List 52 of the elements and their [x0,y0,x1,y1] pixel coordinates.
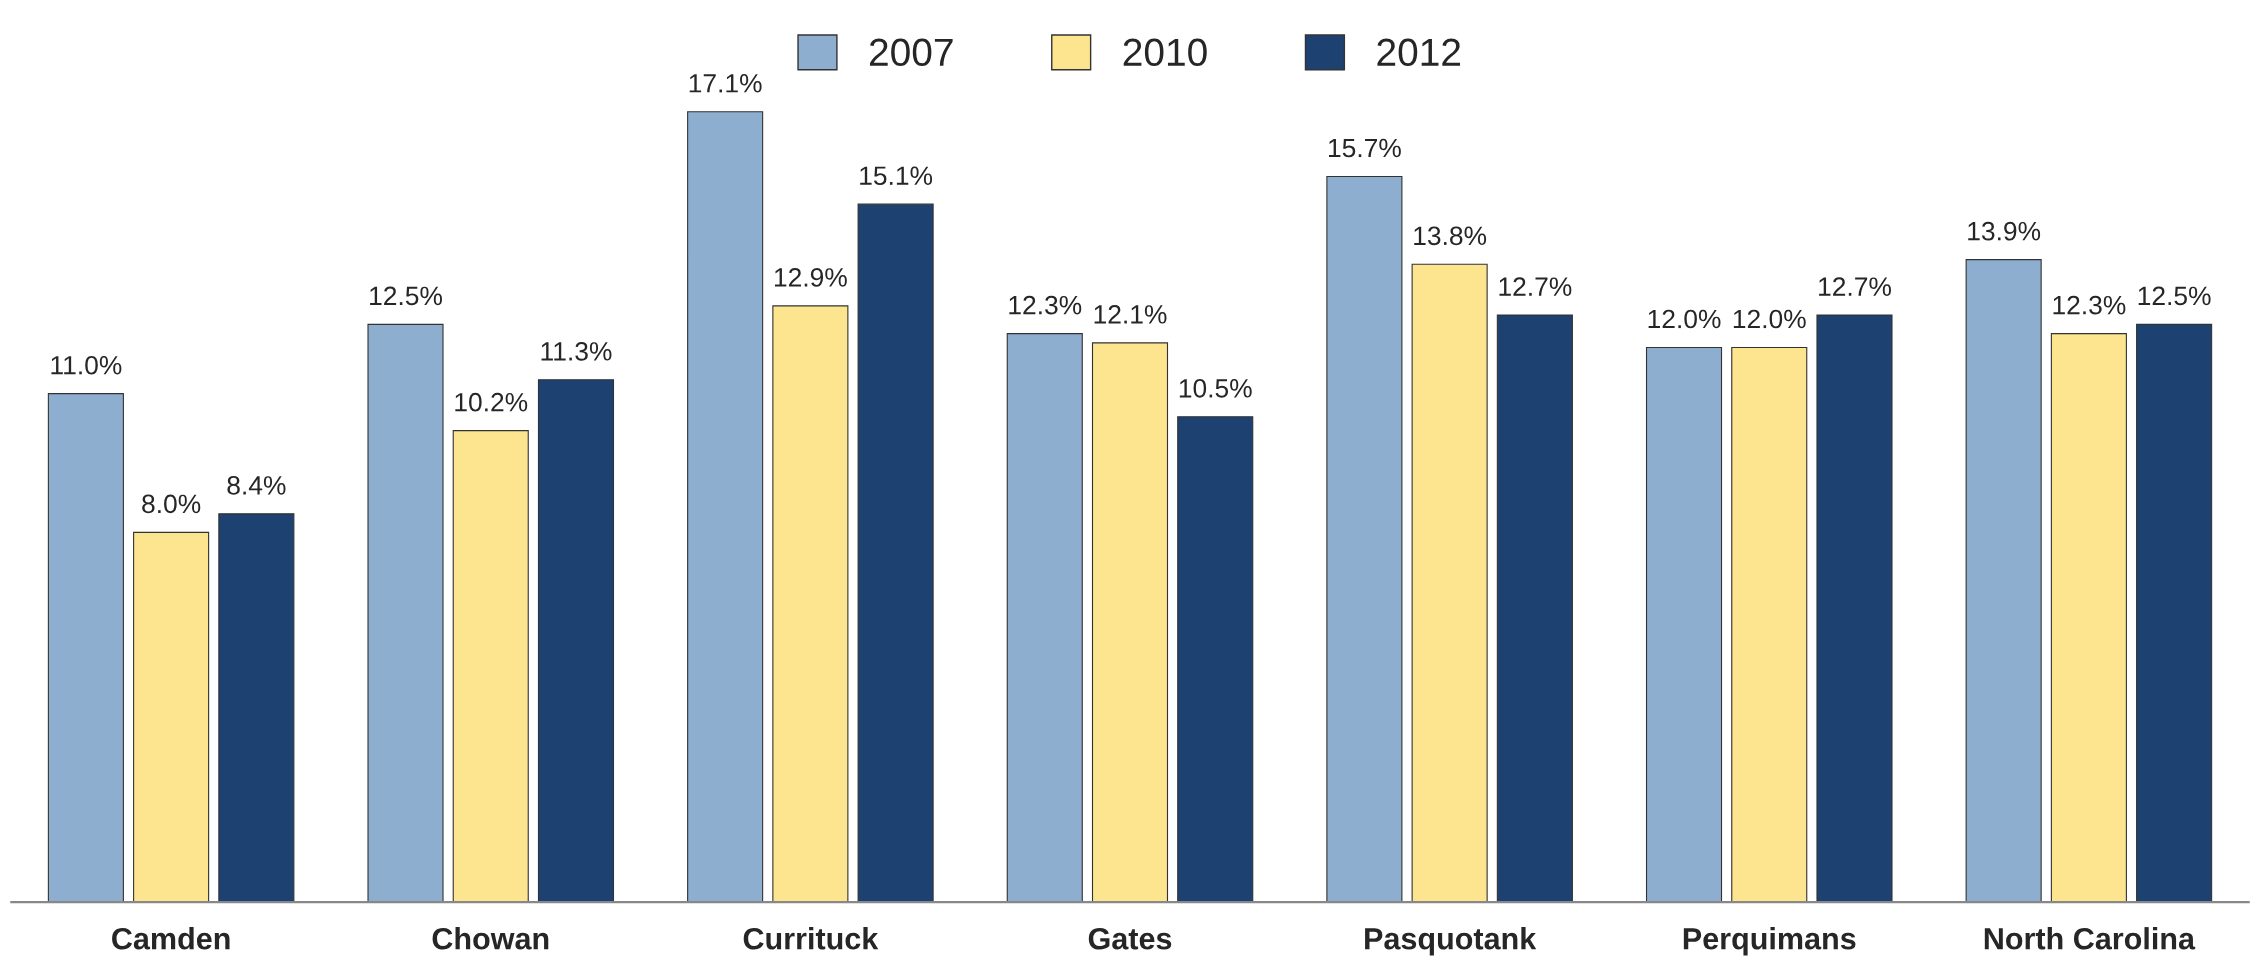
legend-label: 2010 [1123,38,1207,67]
legend-label: 2012 [1377,38,1461,67]
bar [1496,314,1573,903]
data-label: 12.3% [2053,295,2126,315]
data-label: 17.1% [689,74,762,93]
bar [1731,346,1808,903]
bar [1816,314,1893,903]
data-label: 12.3% [1009,295,1082,315]
data-label: 12.5% [2138,286,2211,306]
x-tick-label: Currituck [743,927,879,950]
bar [687,111,764,903]
x-tick-label: North Carolina [1984,927,2196,950]
data-label: 10.5% [1179,378,1252,398]
x-tick-label: Chowan [432,927,549,950]
data-label: 13.8% [1414,226,1487,246]
bar [1091,342,1169,903]
bar [1177,416,1254,903]
x-tick-label: Camden [112,927,230,950]
data-label: 11.0% [51,355,122,375]
data-label: 12.7% [1819,277,1891,296]
data-label: 12.9% [774,268,847,287]
bar [133,531,210,903]
bar [47,393,124,903]
bar [857,203,934,903]
data-label: 8.4% [227,476,286,495]
data-label: 12.7% [1499,277,1572,296]
bar [1965,259,2042,903]
x-tick-label: Gates [1088,927,1172,950]
bar [367,323,444,903]
bar [1006,333,1083,903]
bar [772,305,849,903]
data-label: 12.0% [1733,309,1806,329]
data-label: 12.1% [1094,305,1167,324]
legend-label: 2007 [869,38,953,67]
bar [2136,323,2213,903]
bar [1326,175,1403,903]
bar [218,513,295,903]
data-label: 15.7% [1329,138,1401,158]
data-label: 11.3% [541,342,612,361]
data-label: 15.1% [860,166,933,186]
x-tick-label: Perquimans [1683,927,1856,956]
bar [452,430,529,903]
bar [1411,263,1488,903]
data-label: 12.5% [370,286,442,306]
data-label: 13.9% [1968,221,2041,241]
bar [537,379,615,903]
data-label: 12.0% [1648,309,1721,329]
data-label: 10.2% [455,392,528,412]
bar [1645,346,1723,903]
data-label: 8.0% [142,494,201,514]
x-tick-label: Pasquotank [1365,927,1537,956]
bar [2050,333,2127,903]
